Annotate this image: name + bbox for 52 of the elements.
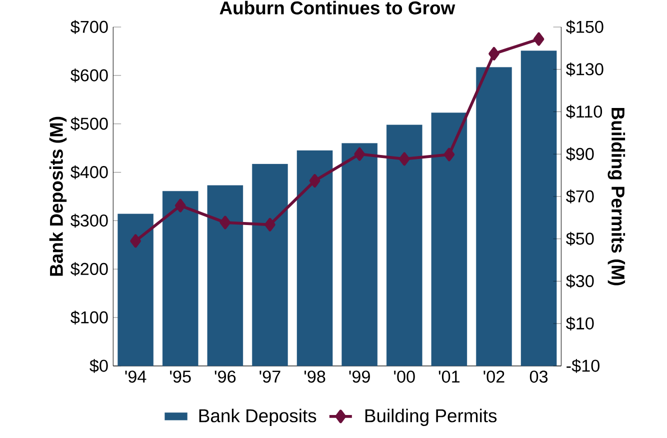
y2-tick-label: $90 bbox=[566, 147, 594, 161]
point bbox=[130, 234, 141, 248]
bar bbox=[296, 150, 333, 366]
y-tick-label: $500 bbox=[70, 116, 108, 131]
y2-tick-label: $130 bbox=[566, 62, 604, 76]
x-tick-label: '00 bbox=[394, 370, 415, 383]
bar bbox=[162, 191, 198, 366]
bar bbox=[431, 112, 468, 366]
legend-label: Bank Deposits bbox=[199, 408, 316, 426]
x-tick-label: '95 bbox=[170, 370, 191, 383]
x-tick-label: '02 bbox=[484, 370, 504, 383]
x-tick-label: '98 bbox=[304, 370, 326, 383]
y2-tick-label: $110 bbox=[566, 104, 602, 119]
y2-tick-label: $30 bbox=[566, 274, 594, 288]
legend-label: Building Permits bbox=[365, 408, 497, 426]
bar bbox=[207, 185, 244, 366]
point bbox=[398, 152, 410, 166]
bar bbox=[118, 214, 154, 366]
x-tick-label: '01 bbox=[438, 370, 460, 383]
y2-tick-label: $70 bbox=[566, 189, 594, 204]
y-tick-label: $700 bbox=[70, 20, 108, 34]
x-tick-label: '97 bbox=[260, 370, 280, 383]
y-tick-label: $200 bbox=[70, 262, 108, 276]
point bbox=[533, 32, 544, 46]
x-tick-label: '99 bbox=[349, 370, 370, 383]
y2-tick-label: $150 bbox=[566, 20, 604, 34]
bar bbox=[252, 164, 288, 366]
point bbox=[220, 216, 231, 230]
bar bbox=[520, 50, 557, 366]
y-tick-label: $100 bbox=[70, 310, 108, 324]
bar bbox=[386, 124, 422, 366]
point bbox=[444, 148, 455, 162]
x-tick-label: 03 bbox=[530, 370, 548, 383]
y-tick-label: $0 bbox=[90, 358, 108, 373]
x-tick-label: '94 bbox=[125, 370, 146, 383]
point bbox=[264, 218, 276, 232]
chart-title: Auburn Continues to Grow bbox=[220, 0, 456, 14]
y2-tick-label: -$10 bbox=[566, 358, 600, 373]
point bbox=[174, 198, 186, 212]
bar bbox=[342, 143, 378, 366]
y-tick-label: $400 bbox=[70, 165, 108, 180]
y-tick-label: $300 bbox=[70, 214, 108, 228]
y-tick-label: $600 bbox=[70, 68, 108, 82]
y2-axis-title: Building Permits (M) bbox=[608, 108, 626, 286]
y-axis-title: Bank Deposits (M) bbox=[49, 116, 67, 276]
bar bbox=[476, 67, 512, 366]
point bbox=[488, 46, 500, 60]
x-tick-label: '96 bbox=[214, 370, 236, 383]
point bbox=[309, 174, 320, 188]
y2-tick-label: $50 bbox=[566, 232, 594, 246]
point bbox=[354, 147, 365, 161]
y2-tick-label: $10 bbox=[566, 316, 594, 330]
